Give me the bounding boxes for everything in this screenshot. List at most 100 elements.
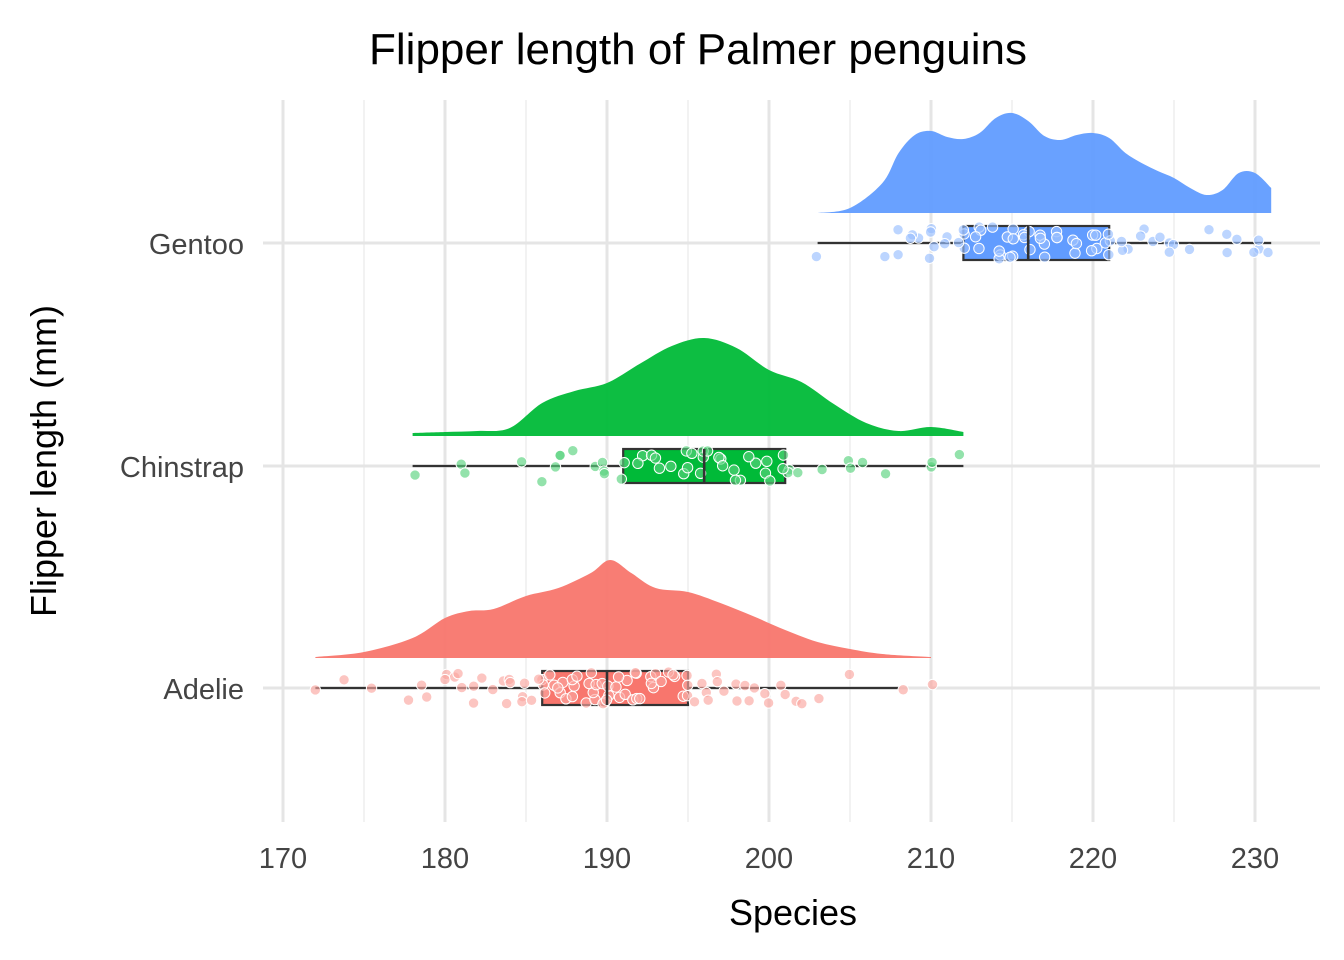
- data-point: [792, 466, 804, 479]
- data-point: [973, 242, 985, 255]
- data-point: [619, 688, 631, 701]
- data-point: [552, 682, 564, 694]
- data-point: [1252, 234, 1265, 246]
- data-point: [1103, 249, 1115, 261]
- chart-title: Flipper length of Palmer penguins: [369, 25, 1027, 74]
- data-point: [993, 245, 1005, 257]
- data-point: [681, 669, 693, 682]
- data-point: [1038, 251, 1051, 263]
- series-adelie: [309, 560, 939, 710]
- data-point: [924, 226, 937, 238]
- data-point: [365, 682, 378, 694]
- x-tick-label: 190: [583, 843, 631, 875]
- data-point: [653, 462, 666, 474]
- y-tick-label: Gentoo: [149, 229, 244, 261]
- data-point: [415, 679, 428, 691]
- data-point: [856, 456, 869, 469]
- data-point: [1070, 237, 1083, 250]
- data-point: [452, 667, 464, 680]
- data-point: [468, 680, 480, 692]
- data-point: [796, 697, 808, 710]
- data-point: [969, 231, 982, 243]
- data-point: [810, 250, 823, 263]
- data-point: [338, 674, 350, 686]
- data-point: [544, 669, 556, 681]
- data-point: [1134, 230, 1147, 242]
- data-point: [632, 457, 644, 470]
- data-point: [686, 447, 698, 460]
- data-point: [779, 688, 791, 701]
- data-point: [500, 697, 513, 710]
- data-point: [476, 672, 488, 684]
- data-point: [549, 461, 562, 473]
- x-tick-label: 210: [907, 843, 955, 875]
- data-point: [554, 449, 566, 462]
- y-tick-label: Chinstrap: [120, 452, 244, 484]
- data-point: [1183, 243, 1196, 256]
- data-point: [952, 236, 965, 249]
- data-point: [731, 695, 743, 707]
- data-point: [843, 668, 856, 681]
- data-point: [539, 687, 551, 699]
- data-point: [1154, 231, 1166, 243]
- data-point: [777, 463, 789, 475]
- data-point: [923, 252, 936, 264]
- data-point: [612, 671, 625, 683]
- x-tick-label: 180: [421, 843, 469, 875]
- data-point: [775, 679, 787, 692]
- data-point: [487, 683, 499, 696]
- data-point: [761, 455, 773, 467]
- data-point: [1024, 243, 1036, 256]
- data-point: [728, 464, 740, 476]
- data-point: [750, 457, 762, 469]
- data-point: [1007, 223, 1019, 235]
- data-point: [585, 667, 598, 679]
- y-tick-label: Adelie: [163, 674, 244, 706]
- data-point: [409, 469, 421, 481]
- data-point: [665, 460, 677, 473]
- data-point: [598, 467, 611, 480]
- data-point: [504, 676, 516, 689]
- data-point: [716, 460, 729, 472]
- y-axis-title: Flipper length (mm): [23, 305, 64, 617]
- data-point: [1262, 246, 1274, 259]
- data-point: [467, 697, 480, 709]
- data-point: [743, 695, 755, 707]
- data-point: [938, 238, 951, 250]
- data-point: [566, 690, 579, 703]
- data-point: [696, 677, 708, 690]
- data-point: [1231, 233, 1243, 246]
- data-point: [928, 240, 940, 253]
- data-point: [525, 694, 538, 706]
- data-point: [681, 462, 694, 474]
- data-point: [892, 224, 904, 236]
- data-point: [571, 670, 583, 682]
- data-point: [649, 452, 662, 464]
- data-point: [1102, 228, 1115, 240]
- data-point: [682, 679, 694, 691]
- data-point: [711, 676, 724, 688]
- data-point: [634, 692, 646, 705]
- data-point: [1069, 247, 1081, 259]
- data-point: [1004, 251, 1016, 264]
- series-chinstrap: [409, 337, 966, 488]
- density-adelie: [315, 560, 931, 658]
- data-point: [739, 679, 751, 692]
- data-point: [667, 669, 679, 681]
- data-point: [926, 456, 938, 468]
- data-point: [1090, 229, 1102, 241]
- data-point: [610, 681, 622, 693]
- data-point: [1248, 246, 1260, 259]
- data-point: [816, 463, 828, 476]
- x-axis-title: Species: [729, 892, 857, 933]
- data-point: [459, 467, 471, 479]
- data-point: [439, 673, 451, 686]
- data-point: [748, 682, 761, 694]
- data-point: [718, 685, 730, 697]
- data-point: [762, 697, 775, 709]
- data-point: [618, 456, 630, 469]
- data-point: [536, 475, 548, 488]
- data-point: [1221, 246, 1233, 259]
- data-point: [655, 675, 667, 688]
